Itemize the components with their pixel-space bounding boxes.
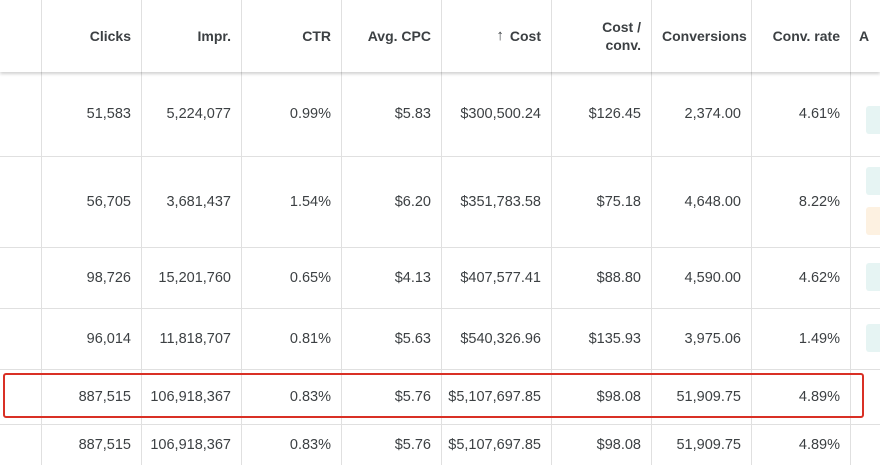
row-spacer bbox=[0, 248, 41, 308]
column-header-cost[interactable]: ↑ Cost bbox=[441, 0, 551, 72]
cell-conv-rate: 4.89% bbox=[751, 425, 850, 465]
table-row[interactable]: 98,726 15,201,760 0.65% $4.13 $407,577.4… bbox=[0, 248, 880, 309]
cell-impr: 5,224,077 bbox=[141, 72, 241, 156]
column-header-impr[interactable]: Impr. bbox=[141, 0, 241, 72]
cell-avg-cpc: $4.13 bbox=[341, 248, 441, 308]
cell-conversions: 51,909.75 bbox=[651, 370, 751, 424]
cell-avg-cpc: $6.20 bbox=[341, 157, 441, 247]
cell-cost: $407,577.41 bbox=[441, 248, 551, 308]
cell-conv-rate: 4.62% bbox=[751, 248, 850, 308]
cell-clicks: 887,515 bbox=[41, 425, 141, 465]
row-spacer bbox=[0, 72, 41, 156]
cell-avg-cpc: $5.63 bbox=[341, 309, 441, 369]
cell-cost: $5,107,697.85 bbox=[441, 370, 551, 424]
status-chip[interactable] bbox=[866, 167, 880, 195]
column-header-conversions[interactable]: Conversions bbox=[651, 0, 751, 72]
cell-cost-per-conv: $98.08 bbox=[551, 370, 651, 424]
cell-cost: $351,783.58 bbox=[441, 157, 551, 247]
cell-impr: 15,201,760 bbox=[141, 248, 241, 308]
column-header-conv-rate[interactable]: Conv. rate bbox=[751, 0, 850, 72]
cell-conversions: 4,590.00 bbox=[651, 248, 751, 308]
row-spacer bbox=[0, 425, 41, 465]
cell-ctr: 0.99% bbox=[241, 72, 341, 156]
table-row[interactable]: 51,583 5,224,077 0.99% $5.83 $300,500.24… bbox=[0, 72, 880, 157]
row-spacer bbox=[0, 157, 41, 247]
cell-cost-per-conv: $88.80 bbox=[551, 248, 651, 308]
cell-conversions: 2,374.00 bbox=[651, 72, 751, 156]
status-chip[interactable] bbox=[866, 324, 880, 352]
cell-clicks: 96,014 bbox=[41, 309, 141, 369]
cell-avg-cpc: $5.76 bbox=[341, 370, 441, 424]
cell-clicks: 887,515 bbox=[41, 370, 141, 424]
cell-impr: 106,918,367 bbox=[141, 370, 241, 424]
cell-impr: 106,918,367 bbox=[141, 425, 241, 465]
cell-ctr: 0.83% bbox=[241, 425, 341, 465]
table-row[interactable]: 96,014 11,818,707 0.81% $5.63 $540,326.9… bbox=[0, 309, 880, 370]
column-header-avg-cpc[interactable]: Avg. CPC bbox=[341, 0, 441, 72]
column-header-next-partial[interactable]: A bbox=[850, 0, 880, 72]
cell-conversions: 3,975.06 bbox=[651, 309, 751, 369]
cell-cost: $540,326.96 bbox=[441, 309, 551, 369]
cell-impr: 11,818,707 bbox=[141, 309, 241, 369]
column-header-ctr[interactable]: CTR bbox=[241, 0, 341, 72]
cell-clicks: 56,705 bbox=[41, 157, 141, 247]
cell-cost-per-conv: $98.08 bbox=[551, 425, 651, 465]
cell-cost-per-conv: $126.45 bbox=[551, 72, 651, 156]
cell-ctr: 0.65% bbox=[241, 248, 341, 308]
cell-cost: $300,500.24 bbox=[441, 72, 551, 156]
cell-cost: $5,107,697.85 bbox=[441, 425, 551, 465]
cell-next-partial bbox=[850, 157, 880, 247]
table-row-total-filtered[interactable]: 887,515 106,918,367 0.83% $5.76 $5,107,6… bbox=[0, 370, 880, 425]
cell-cost-per-conv: $135.93 bbox=[551, 309, 651, 369]
table-header: Clicks Impr. CTR Avg. CPC ↑ Cost Cost / c… bbox=[0, 0, 880, 72]
cell-cost-per-conv: $75.18 bbox=[551, 157, 651, 247]
status-chip[interactable] bbox=[866, 263, 880, 291]
column-header-clicks[interactable]: Clicks bbox=[41, 0, 141, 72]
arrow-up-icon: ↑ bbox=[496, 27, 504, 44]
cell-ctr: 1.54% bbox=[241, 157, 341, 247]
cell-conv-rate: 4.61% bbox=[751, 72, 850, 156]
cell-next-partial bbox=[850, 425, 880, 465]
cell-conv-rate: 8.22% bbox=[751, 157, 850, 247]
cost-per-conv-label: Cost / conv. bbox=[602, 19, 641, 53]
cell-ctr: 0.81% bbox=[241, 309, 341, 369]
row-spacer bbox=[0, 309, 41, 369]
cell-conversions: 4,648.00 bbox=[651, 157, 751, 247]
cell-clicks: 51,583 bbox=[41, 72, 141, 156]
highlight-box bbox=[3, 373, 864, 418]
cell-conv-rate: 4.89% bbox=[751, 370, 850, 424]
cell-conversions: 51,909.75 bbox=[651, 425, 751, 465]
cell-impr: 3,681,437 bbox=[141, 157, 241, 247]
status-chip[interactable] bbox=[866, 207, 880, 235]
cell-next-partial bbox=[850, 370, 880, 424]
table-row-total[interactable]: 887,515 106,918,367 0.83% $5.76 $5,107,6… bbox=[0, 425, 880, 465]
cell-avg-cpc: $5.76 bbox=[341, 425, 441, 465]
cell-next-partial bbox=[850, 72, 880, 156]
cell-conv-rate: 1.49% bbox=[751, 309, 850, 369]
cell-clicks: 98,726 bbox=[41, 248, 141, 308]
header-spacer bbox=[0, 0, 41, 72]
cell-ctr: 0.83% bbox=[241, 370, 341, 424]
cell-next-partial bbox=[850, 309, 880, 369]
status-chip[interactable] bbox=[866, 106, 880, 134]
table-row[interactable]: 56,705 3,681,437 1.54% $6.20 $351,783.58… bbox=[0, 157, 880, 248]
column-header-cost-per-conv[interactable]: Cost / conv. bbox=[551, 0, 651, 72]
cell-next-partial bbox=[850, 248, 880, 308]
cell-avg-cpc: $5.83 bbox=[341, 72, 441, 156]
